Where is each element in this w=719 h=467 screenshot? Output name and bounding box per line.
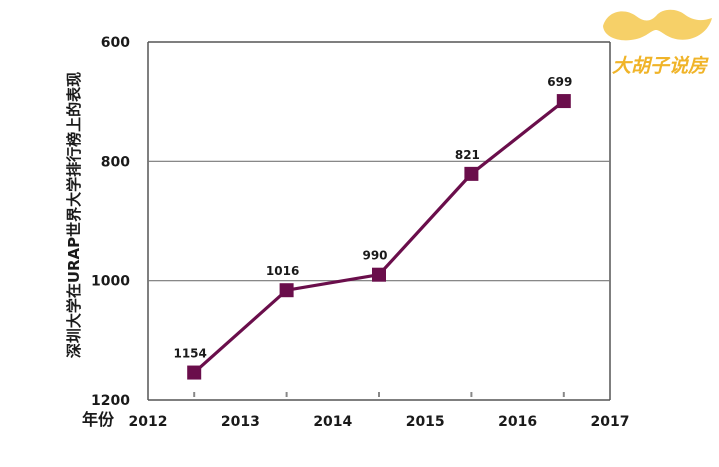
x-tick-label: 2014 (313, 414, 352, 430)
data-point-marker (372, 267, 386, 282)
x-tick-label: 2012 (129, 414, 168, 430)
data-label: 1016 (266, 264, 299, 278)
y-tick-label: 1200 (91, 393, 130, 409)
data-label: 1154 (173, 347, 206, 361)
y-tick-label: 800 (101, 154, 130, 170)
data-point-marker (279, 283, 294, 298)
data-point-marker (556, 94, 571, 109)
data-label: 990 (362, 249, 387, 263)
data-labels: 1154 1016 990 821 699 (173, 75, 572, 360)
series-line (193, 99, 565, 374)
y-axis-title: 深圳大学在URAP世界大学排行榜上的表现 (65, 72, 83, 358)
y-tick-label: 600 (101, 35, 130, 51)
brand-logo: 大胡子说房 (603, 9, 712, 77)
x-tick-labels: 2012 2013 2014 2015 2016 2017 (129, 414, 630, 430)
data-point-marker (464, 166, 479, 181)
y-tick-label: 1000 (91, 274, 130, 290)
x-tick-label: 2017 (591, 414, 630, 430)
y-tick-labels: 600 800 1000 1200 (91, 35, 130, 409)
x-tick-label: 2016 (498, 414, 537, 430)
data-label: 699 (547, 75, 572, 89)
logo-text: 大胡子说房 (612, 55, 709, 77)
data-label: 821 (455, 148, 480, 162)
mustache-icon (603, 9, 712, 41)
data-point-marker (187, 365, 202, 380)
series-markers (187, 94, 571, 380)
series-polyline (193, 99, 565, 374)
x-tick-label: 2013 (221, 414, 260, 430)
x-axis-title: 年份 (82, 410, 115, 429)
x-tick-label: 2015 (406, 414, 445, 430)
